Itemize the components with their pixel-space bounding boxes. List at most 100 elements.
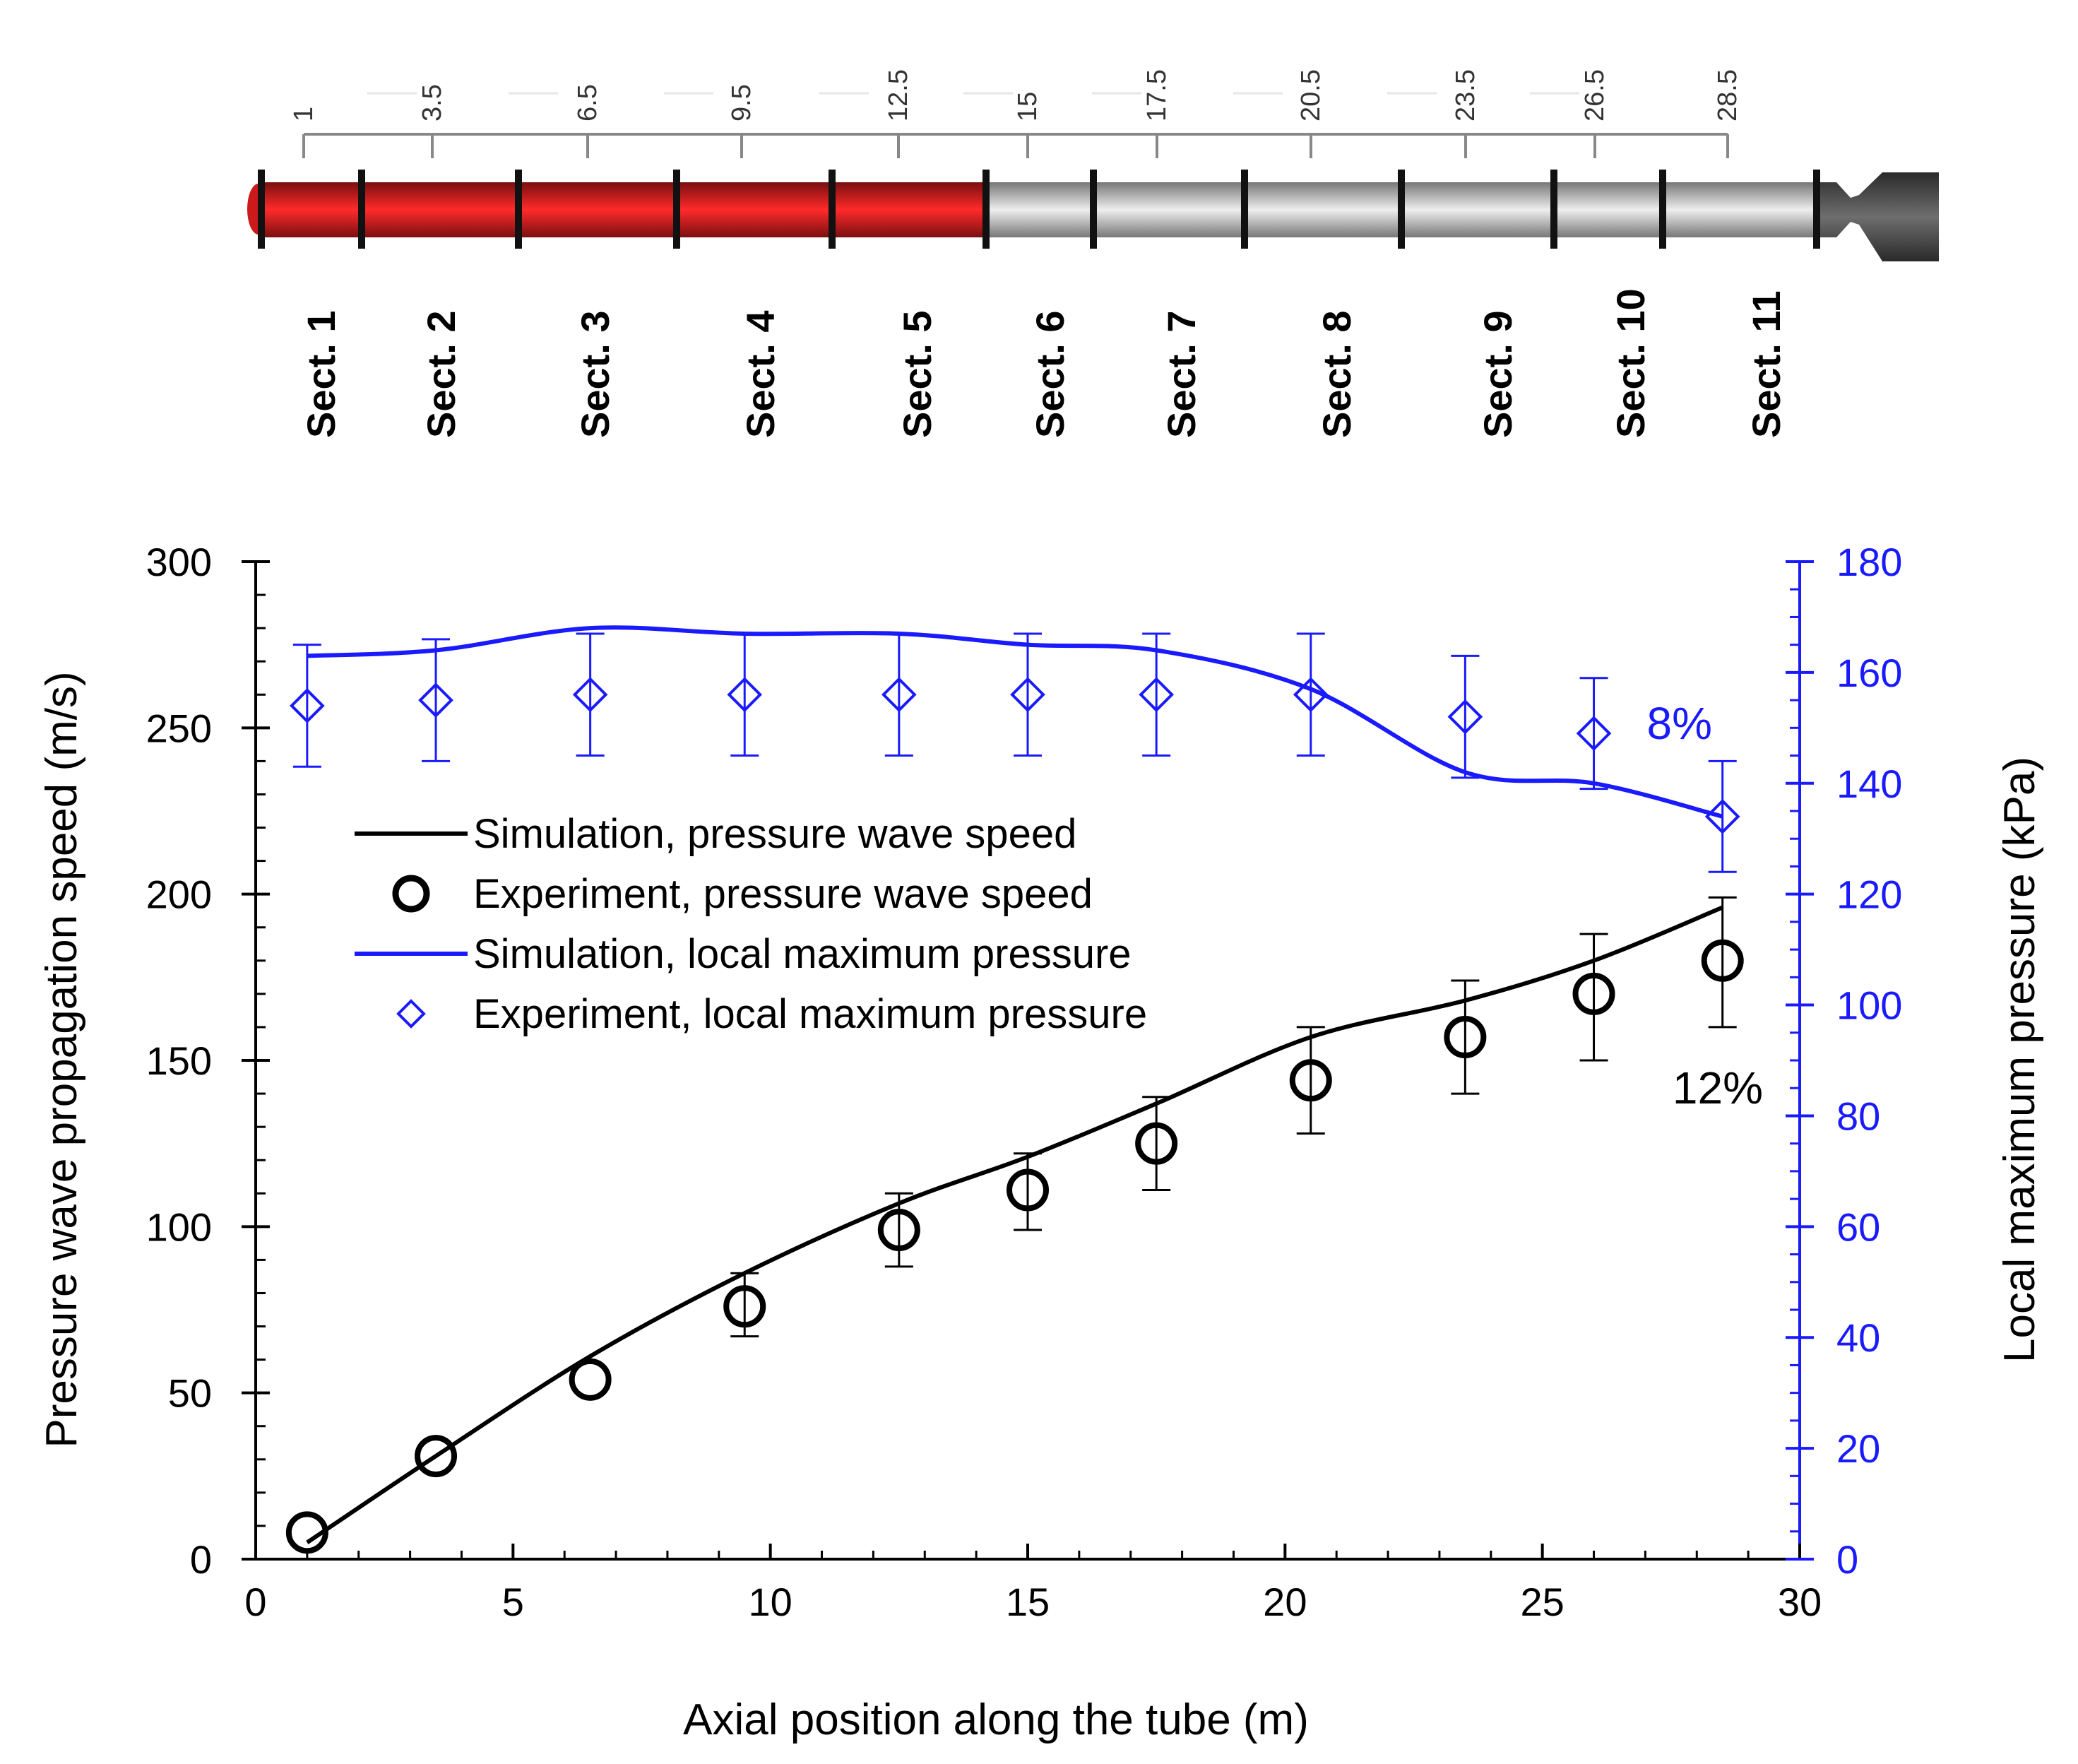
legend-label-exp-speed: Experiment, pressure wave speed xyxy=(473,871,1093,917)
position-label: 1 xyxy=(289,107,319,122)
position-label: 23.5 xyxy=(1451,69,1480,122)
position-label: 3.5 xyxy=(417,84,447,122)
y-axis-title-right: Local maximum pressure (kPa) xyxy=(1995,757,2044,1363)
data-point-exp-speed xyxy=(1289,1059,1332,1102)
position-ruler xyxy=(302,92,1729,158)
position-label: 6.5 xyxy=(573,84,602,122)
x-tick-label: 10 xyxy=(749,1580,792,1624)
section-divider xyxy=(1090,170,1097,249)
section-divider xyxy=(515,170,522,249)
y2-tick-label: 20 xyxy=(1836,1426,1880,1471)
tube-diagram: 1 3.5 6.5 9.5 12.5 15 17.5 20.5 23.5 26.5 28.5 Sec… xyxy=(247,69,1939,438)
y2-tick-label: 0 xyxy=(1836,1537,1858,1582)
y2-tick-label: 60 xyxy=(1836,1204,1880,1249)
x-tick-label: 25 xyxy=(1521,1580,1565,1624)
x-tick-label: 0 xyxy=(244,1580,266,1624)
annotation-pressure-error: 8% xyxy=(1647,698,1713,749)
x-tick-label: 15 xyxy=(1006,1580,1050,1624)
tube-flame-region xyxy=(259,182,986,237)
tube-nozzle xyxy=(1817,172,1939,261)
section-divider xyxy=(982,170,990,249)
section-label: Sect. 8 xyxy=(1314,310,1359,438)
section-label: Sect. 7 xyxy=(1159,310,1204,438)
position-label: 28.5 xyxy=(1713,69,1742,122)
section-divider xyxy=(258,170,265,249)
position-label: 26.5 xyxy=(1580,69,1610,122)
y-tick-label: 150 xyxy=(146,1038,212,1083)
data-point-exp-pressure xyxy=(290,688,325,723)
section-divider xyxy=(1550,170,1557,249)
annotation-speed-error: 12% xyxy=(1673,1062,1763,1113)
data-point-exp-speed xyxy=(1572,972,1615,1015)
y2-tick-label: 120 xyxy=(1836,872,1902,917)
position-label: 17.5 xyxy=(1142,69,1172,122)
y2-tick-label: 140 xyxy=(1836,762,1902,806)
data-point-exp-speed xyxy=(723,1285,766,1328)
series-3 xyxy=(290,632,1740,873)
legend-swatch-exp-speed xyxy=(392,875,430,913)
y-tick-label: 0 xyxy=(190,1537,212,1582)
section-divider xyxy=(358,170,365,249)
section-label: Sect. 6 xyxy=(1028,310,1072,438)
y-tick-label: 250 xyxy=(146,706,212,750)
data-point-exp-pressure xyxy=(418,682,453,718)
section-label: Sect. 11 xyxy=(1744,290,1788,438)
y-ticks-right: 0 20 40 60 80 100 120 140 160 180 xyxy=(1786,540,1902,1582)
x-tick-label: 5 xyxy=(502,1580,524,1624)
y-ticks-left: 0 50 100 150 200 250 300 xyxy=(146,540,270,1582)
section-divider xyxy=(829,170,836,249)
data-point-exp-speed xyxy=(877,1209,920,1252)
legend: Simulation, pressure wave speed Experime… xyxy=(355,811,1147,1037)
section-dividers xyxy=(258,170,1820,249)
data-point-exp-speed xyxy=(1701,939,1744,982)
y2-tick-label: 100 xyxy=(1836,983,1902,1028)
position-label: 9.5 xyxy=(727,84,756,122)
y2-tick-label: 180 xyxy=(1836,540,1902,584)
position-label: 20.5 xyxy=(1296,69,1326,122)
section-label: Sect. 1 xyxy=(299,310,343,438)
y2-tick-label: 40 xyxy=(1836,1315,1880,1360)
section-label: Sect. 2 xyxy=(419,310,463,438)
series-line-sim-pressure xyxy=(307,625,1723,819)
section-label: Sect. 4 xyxy=(738,310,783,438)
series-layer xyxy=(285,625,1744,1554)
y-tick-label: 300 xyxy=(146,540,212,584)
y2-tick-label: 160 xyxy=(1836,651,1902,695)
y-axis-title-left: Pressure wave propagation speed (m/s) xyxy=(37,671,86,1448)
section-divider xyxy=(1813,170,1820,249)
position-label: 12.5 xyxy=(884,69,913,122)
section-label: Sect. 5 xyxy=(895,310,939,438)
data-point-exp-pressure xyxy=(1010,677,1045,713)
y-tick-label: 200 xyxy=(146,872,212,917)
section-divider xyxy=(1241,170,1248,249)
data-point-exp-speed xyxy=(1444,1016,1487,1059)
data-point-exp-speed xyxy=(285,1511,328,1554)
data-point-exp-speed xyxy=(1007,1168,1049,1212)
position-label: 15 xyxy=(1013,92,1043,122)
x-ticks: 0 5 10 15 20 25 30 xyxy=(244,1544,1822,1624)
series-1 xyxy=(285,896,1744,1554)
legend-label-sim-speed: Simulation, pressure wave speed xyxy=(473,811,1076,857)
x-tick-label: 20 xyxy=(1263,1580,1307,1624)
data-point-exp-pressure xyxy=(1293,677,1329,713)
section-label: Sect. 9 xyxy=(1476,310,1520,438)
data-point-exp-pressure xyxy=(727,677,763,713)
position-labels: 1 3.5 6.5 9.5 12.5 15 17.5 20.5 23.5 26.5 28.5 xyxy=(289,69,1742,122)
section-divider xyxy=(1398,170,1405,249)
y-tick-label: 100 xyxy=(146,1204,212,1249)
section-label: Sect. 3 xyxy=(573,310,617,438)
series-2 xyxy=(307,625,1723,819)
data-point-exp-speed xyxy=(569,1358,612,1401)
chart: 0 5 10 15 20 25 30 0 50 100 150 200 250 300 0 20 40 60 8… xyxy=(37,540,2044,1744)
data-point-exp-pressure xyxy=(1704,799,1740,834)
data-point-exp-pressure xyxy=(1576,716,1612,752)
x-axis-title: Axial position along the tube (m) xyxy=(683,1695,1309,1744)
section-labels: Sect. 1 Sect. 2 Sect. 3 Sect. 4 Sect. 5 Sect.… xyxy=(299,288,1788,438)
y-tick-label: 50 xyxy=(168,1371,212,1416)
section-label: Sect. 10 xyxy=(1608,288,1653,438)
data-point-exp-pressure xyxy=(572,677,608,713)
data-point-exp-pressure xyxy=(1139,677,1174,713)
x-tick-label: 30 xyxy=(1778,1580,1822,1624)
data-point-exp-pressure xyxy=(881,677,917,713)
